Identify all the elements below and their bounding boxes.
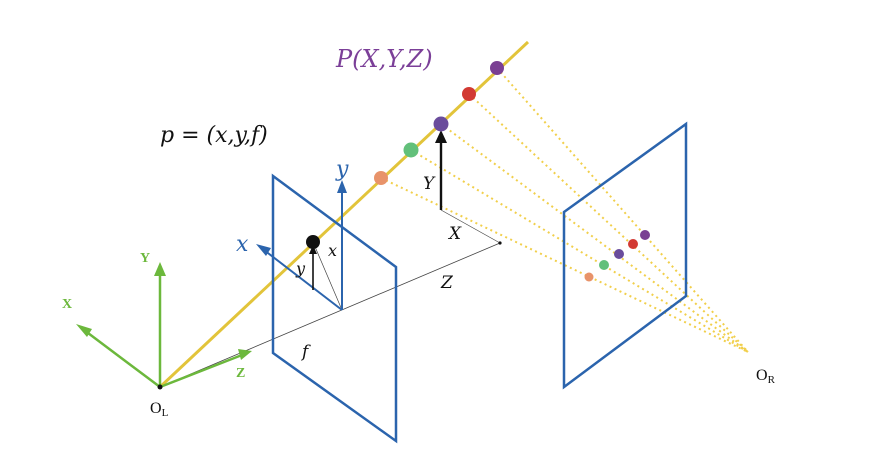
world-axes [76, 262, 252, 389]
sphere-orange [374, 171, 388, 185]
world-axis-y-label: Y [140, 251, 150, 266]
image-point-p [306, 235, 320, 290]
point-world-label: P(X,Y,Z) [335, 45, 433, 73]
sphere-violet [490, 61, 504, 75]
image-axes [256, 180, 347, 311]
right-origin-label: OR [756, 367, 776, 386]
world-axis-x-label: X [62, 297, 72, 312]
focal-length-label: f [300, 342, 311, 362]
depth-label: Z [440, 273, 454, 293]
left-image-plane [271, 173, 398, 444]
image-axis-x-label: x [236, 232, 249, 257]
left-origin-label: OL [150, 400, 169, 419]
image-coord-x-label: x [328, 241, 337, 260]
left-origin-dot [157, 384, 163, 390]
image-x-guide-line [312, 241, 343, 311]
world-y-arrow [435, 130, 447, 210]
principal-point [498, 241, 502, 245]
image-coord-y-label: y [295, 259, 306, 278]
world-coord-y-label: Y [423, 174, 436, 194]
world-axis-z-label: Z [236, 366, 245, 381]
world-coord-x-label: X [447, 224, 462, 244]
right-image-plane [562, 121, 688, 390]
sphere-purple [433, 116, 449, 132]
world-x-guide-line [440, 209, 501, 244]
image-axis-y-label: y [335, 157, 349, 182]
sphere-red [462, 87, 476, 101]
point-image-label: p = (x,y,f) [160, 123, 268, 148]
optical-axis-line [159, 242, 501, 388]
right-projected-points [584, 230, 650, 282]
ray-spheres [374, 61, 504, 185]
sphere-green [403, 142, 419, 158]
